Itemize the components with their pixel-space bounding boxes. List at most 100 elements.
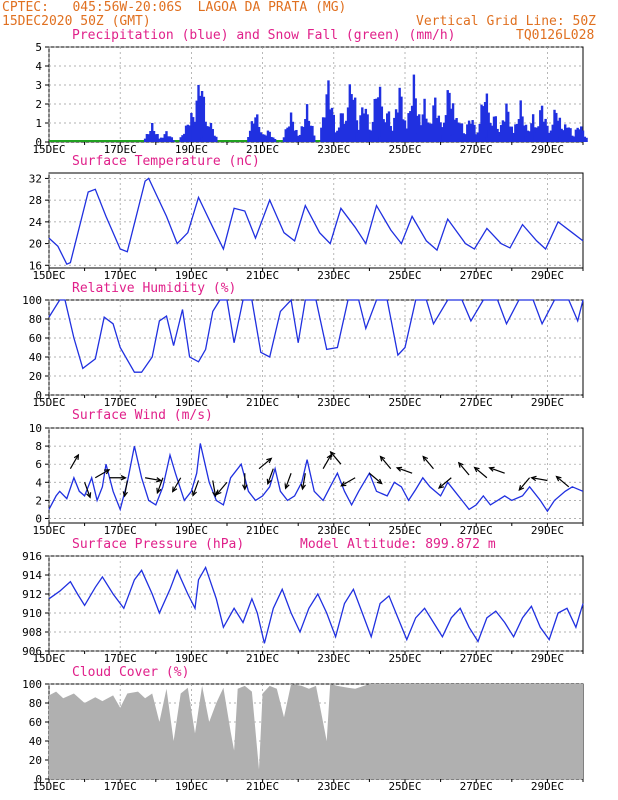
wind-arrow — [531, 477, 548, 482]
precip-bar — [537, 126, 540, 142]
wind-arrow-head — [395, 466, 403, 472]
wind-arrow — [267, 468, 274, 484]
precip-bar — [159, 137, 163, 142]
precip-bar — [450, 135, 453, 142]
precip-bar — [547, 132, 551, 142]
panel-4-ytick-label: 910 — [22, 607, 42, 620]
precip-bar — [519, 100, 522, 142]
panel-4-ytick-label: 914 — [22, 569, 42, 582]
panel-3-series-line — [48, 443, 584, 513]
precip-bar — [487, 112, 490, 142]
wind-arrow — [94, 469, 110, 479]
panel-4-xtick-label: 29DEC — [531, 652, 564, 665]
precip-bar — [558, 137, 562, 142]
panel-4-frame — [48, 555, 584, 652]
panel-2-xtick-label: 19DEC — [175, 396, 208, 409]
wind-arrow — [489, 467, 505, 474]
precip-bar — [167, 136, 170, 142]
precip-bar — [407, 113, 410, 142]
wind-arrow-head — [457, 461, 464, 468]
precip-bar — [154, 134, 157, 142]
panel-3-ytick-label: 4 — [35, 476, 42, 489]
precip-bar — [492, 116, 496, 142]
panel-4-xtick-label: 17DEC — [104, 652, 137, 665]
precip-bar — [448, 92, 451, 142]
precip-bar — [266, 130, 270, 142]
wind-arrow — [212, 480, 217, 497]
precip-bar — [572, 136, 576, 142]
grid-note: Vertical Grid Line: 50Z — [416, 14, 597, 29]
precip-bar — [505, 103, 508, 142]
precip-bar — [430, 123, 433, 142]
wind-arrow-head — [191, 490, 198, 497]
precip-bar — [499, 125, 503, 142]
precip-bar — [571, 138, 574, 142]
panel-1-xtick-label: 19DEC — [175, 269, 208, 282]
precip-bar — [273, 138, 277, 142]
panel-1-xtick-label: 25DEC — [388, 269, 421, 282]
wind-arrow — [422, 456, 434, 470]
precip-bar — [188, 125, 191, 142]
precip-bar — [346, 107, 350, 142]
precip-bar — [183, 133, 186, 142]
panel-0-ytick-label: 0 — [35, 136, 42, 149]
precip-bar — [165, 131, 168, 142]
panel-1-xtick-label: 15DEC — [32, 269, 65, 282]
precip-bar — [304, 119, 307, 142]
precip-bar — [190, 112, 193, 142]
precip-bar — [444, 115, 448, 142]
panel-2-series-line — [48, 298, 584, 373]
panel-title-humidity: Relative Humidity (%) — [72, 281, 237, 296]
panel-2-ytick-label: 60 — [29, 332, 42, 345]
precip-bar — [507, 111, 510, 142]
panel-0-ytick-label: 2 — [35, 98, 42, 111]
precip-bar — [305, 104, 309, 142]
precip-bar — [496, 128, 499, 142]
precip-bar — [302, 126, 305, 142]
precip-bar — [457, 122, 460, 142]
precip-bar — [261, 136, 264, 142]
panel-4-ytick-label: 906 — [22, 645, 42, 658]
precip-bar — [394, 109, 398, 142]
wind-arrow-head — [156, 487, 162, 495]
header-line2: 15DEC2020 50Z (GMT) — [2, 14, 151, 29]
precip-bar — [487, 130, 490, 142]
panel-2-ytick-label: 80 — [29, 313, 42, 326]
precip-bar — [211, 129, 214, 142]
precip-bar — [206, 126, 209, 142]
precip-bar — [396, 112, 400, 142]
precip-bar — [521, 116, 524, 142]
precip-bar — [546, 125, 549, 142]
wind-arrow — [156, 477, 164, 494]
precip-bar — [462, 136, 465, 142]
precip-bar — [466, 124, 469, 142]
precip-bar — [361, 107, 364, 142]
precip-bar — [574, 129, 578, 142]
wind-arrow-head — [172, 486, 178, 493]
precip-bar — [501, 120, 505, 142]
wind-arrow-head — [340, 481, 347, 487]
precip-bar — [409, 111, 412, 142]
precip-bar — [533, 132, 537, 142]
precip-bar — [350, 94, 353, 142]
precip-bar — [191, 126, 195, 142]
precip-bar — [539, 110, 542, 142]
precip-bar — [478, 123, 481, 142]
wind-arrow-head — [473, 466, 480, 473]
panel-3-ytick-label: 6 — [35, 458, 42, 471]
precip-bar — [515, 123, 519, 142]
precip-bar — [583, 136, 586, 142]
precip-bar — [282, 137, 286, 142]
precip-bar — [425, 118, 428, 142]
precip-bar — [348, 84, 352, 142]
precip-bar — [339, 113, 343, 142]
precip-bar — [329, 109, 332, 142]
precip-bar — [416, 115, 419, 142]
precip-bar — [419, 125, 423, 142]
precip-bar — [202, 135, 206, 142]
precip-bar — [371, 121, 375, 142]
panel-0-xtick-label: 15DEC — [32, 143, 65, 156]
precip-bar — [313, 135, 316, 142]
precip-bar — [289, 112, 293, 142]
